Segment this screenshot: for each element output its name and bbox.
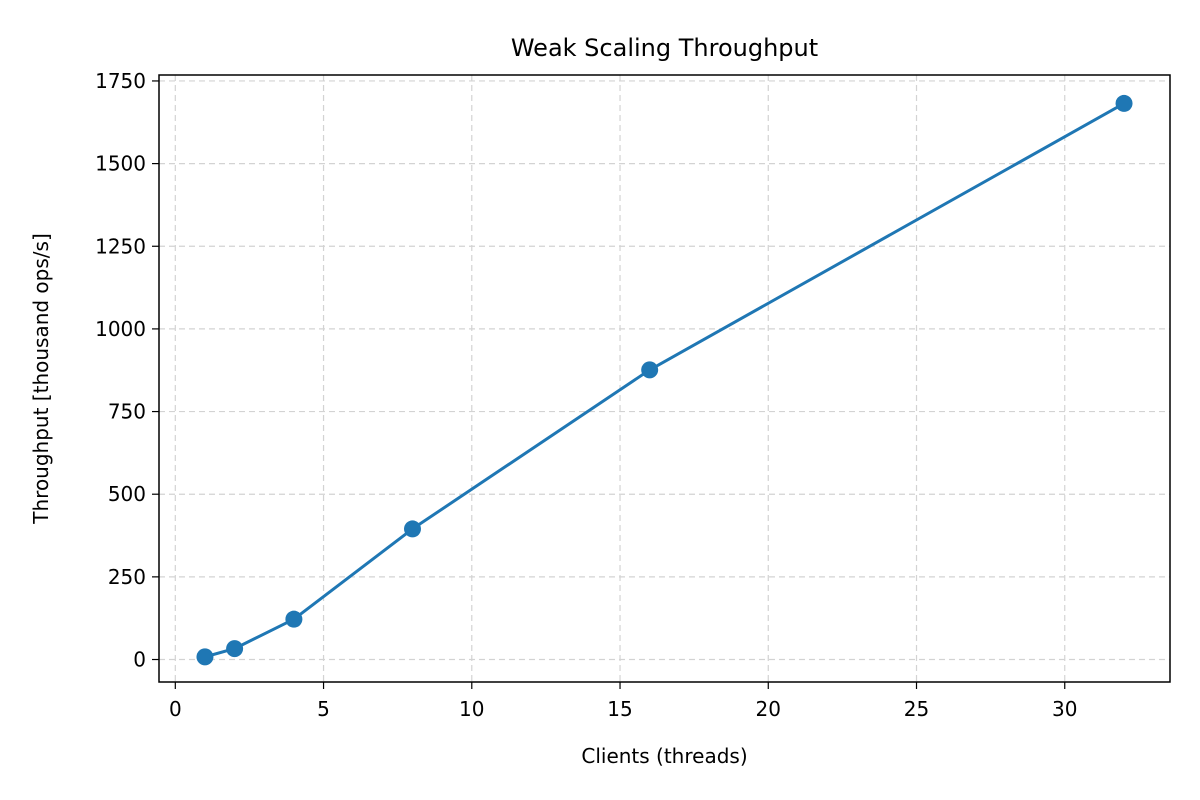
data-point — [285, 610, 303, 628]
x-tick-label: 0 — [169, 697, 182, 721]
y-tick-label: 1750 — [95, 69, 146, 93]
x-tick-label: 10 — [459, 697, 484, 721]
x-tick-label: 5 — [317, 697, 330, 721]
x-tick-label: 15 — [607, 697, 632, 721]
grid — [159, 75, 1170, 682]
y-tick-label: 1500 — [95, 152, 146, 176]
data-point — [196, 648, 214, 666]
x-axis-title: Clients (threads) — [581, 744, 747, 768]
data-point — [1115, 94, 1133, 112]
chart-title: Weak Scaling Throughput — [511, 34, 818, 62]
x-tick-label: 25 — [904, 697, 929, 721]
data-point — [226, 640, 244, 658]
y-tick-label: 1250 — [95, 234, 146, 258]
plot-frame — [158, 74, 1171, 683]
y-tick-label: 750 — [108, 400, 146, 424]
data-point — [641, 361, 659, 379]
y-tick-label: 1000 — [95, 317, 146, 341]
y-axis-title: Throughput [thousand ops/s] — [29, 233, 53, 524]
axes-ticks: 0 5 10 15 20 25 30 0 250 500 750 1000 1250 1500 1750 — [95, 69, 1077, 721]
data-point — [403, 520, 421, 538]
y-tick-label: 500 — [108, 482, 146, 506]
series-layer — [196, 94, 1133, 666]
y-tick-label: 250 — [108, 565, 146, 589]
x-tick-label: 20 — [756, 697, 781, 721]
x-tick-label: 30 — [1052, 697, 1077, 721]
y-tick-label: 0 — [133, 648, 146, 672]
